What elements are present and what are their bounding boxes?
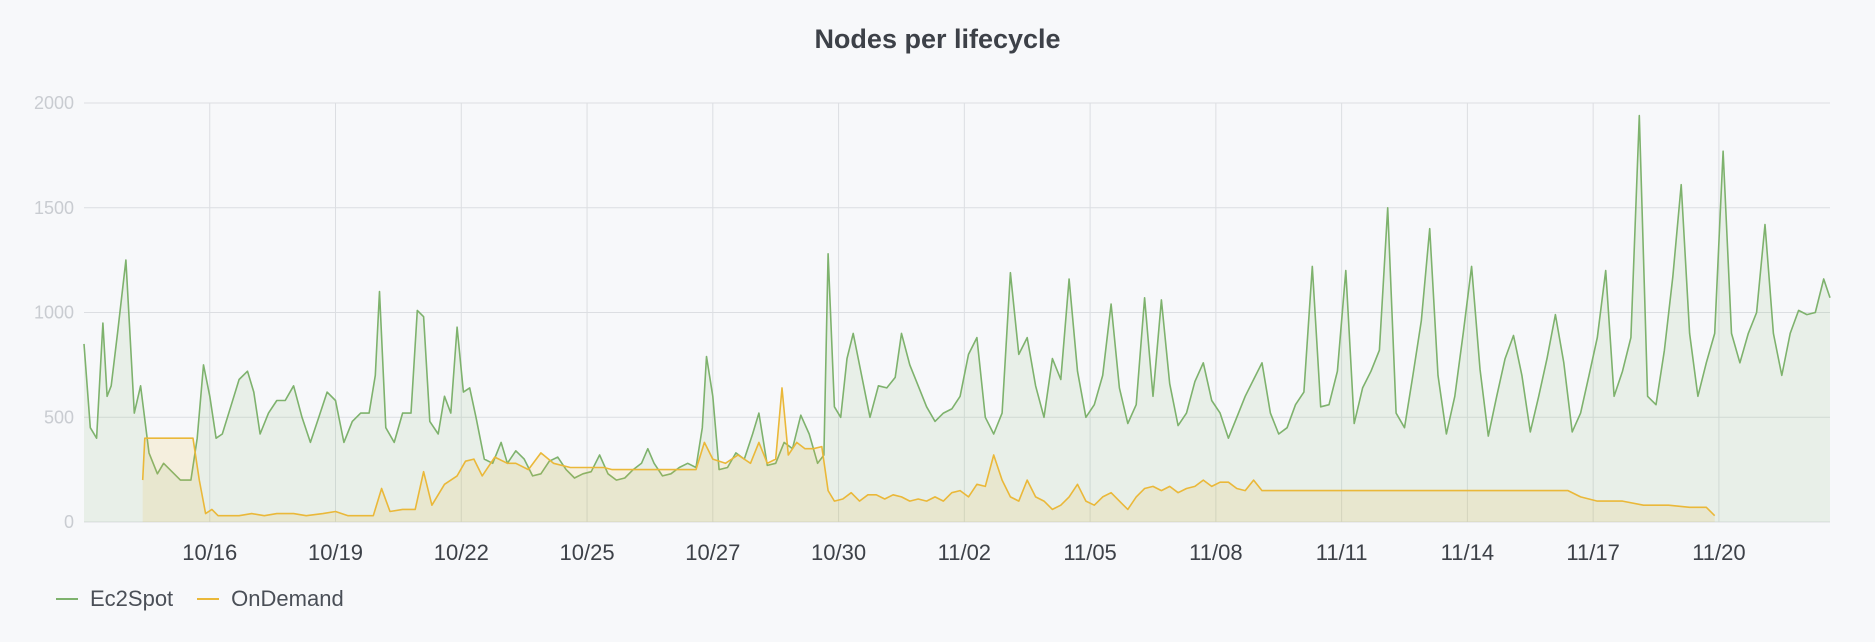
x-tick-label: 10/19 <box>308 540 363 565</box>
x-tick-label: 10/30 <box>811 540 866 565</box>
series-group <box>83 114 1831 522</box>
series-line-ec2spot <box>83 114 1831 481</box>
legend-label-ondemand: OnDemand <box>231 586 344 611</box>
x-tick-label: 10/22 <box>434 540 489 565</box>
legend-item-ondemand[interactable]: OnDemand <box>197 586 344 612</box>
legend-label-ec2spot: Ec2Spot <box>90 586 174 611</box>
y-tick-label: 1000 <box>34 303 74 323</box>
x-tick-label: 10/25 <box>560 540 615 565</box>
y-tick-label: 500 <box>44 407 74 427</box>
x-tick-label: 11/11 <box>1316 540 1368 565</box>
x-tick-label: 10/16 <box>182 540 237 565</box>
x-tick-label: 10/27 <box>685 540 740 565</box>
series-line-ondemand <box>141 387 1716 517</box>
series-area-ondemand <box>142 387 1715 522</box>
x-tick-label: 11/02 <box>938 540 991 565</box>
legend-item-ec2spot[interactable]: Ec2Spot <box>56 586 173 612</box>
y-tick-label: 0 <box>64 512 74 532</box>
chart-title: Nodes per lifecycle <box>814 24 1061 54</box>
x-axis: 10/16 10/19 10/22 10/25 10/27 10/30 11/02 11/05… <box>182 540 1745 565</box>
legend: Ec2Spot OnDemand <box>56 586 368 612</box>
x-tick-label: 11/20 <box>1692 540 1745 565</box>
y-tick-label: 1500 <box>34 198 74 218</box>
legend-swatch-ec2spot <box>56 598 78 600</box>
y-axis: 0 500 1000 1500 2000 <box>34 93 74 532</box>
x-tick-label: 11/17 <box>1566 540 1619 565</box>
series-area-ec2spot <box>84 115 1830 522</box>
x-tick-label: 11/08 <box>1189 540 1242 565</box>
legend-swatch-ondemand <box>197 598 220 600</box>
y-tick-label: 2000 <box>34 93 74 113</box>
x-tick-label: 11/05 <box>1063 540 1116 565</box>
x-tick-label: 11/14 <box>1441 540 1494 565</box>
